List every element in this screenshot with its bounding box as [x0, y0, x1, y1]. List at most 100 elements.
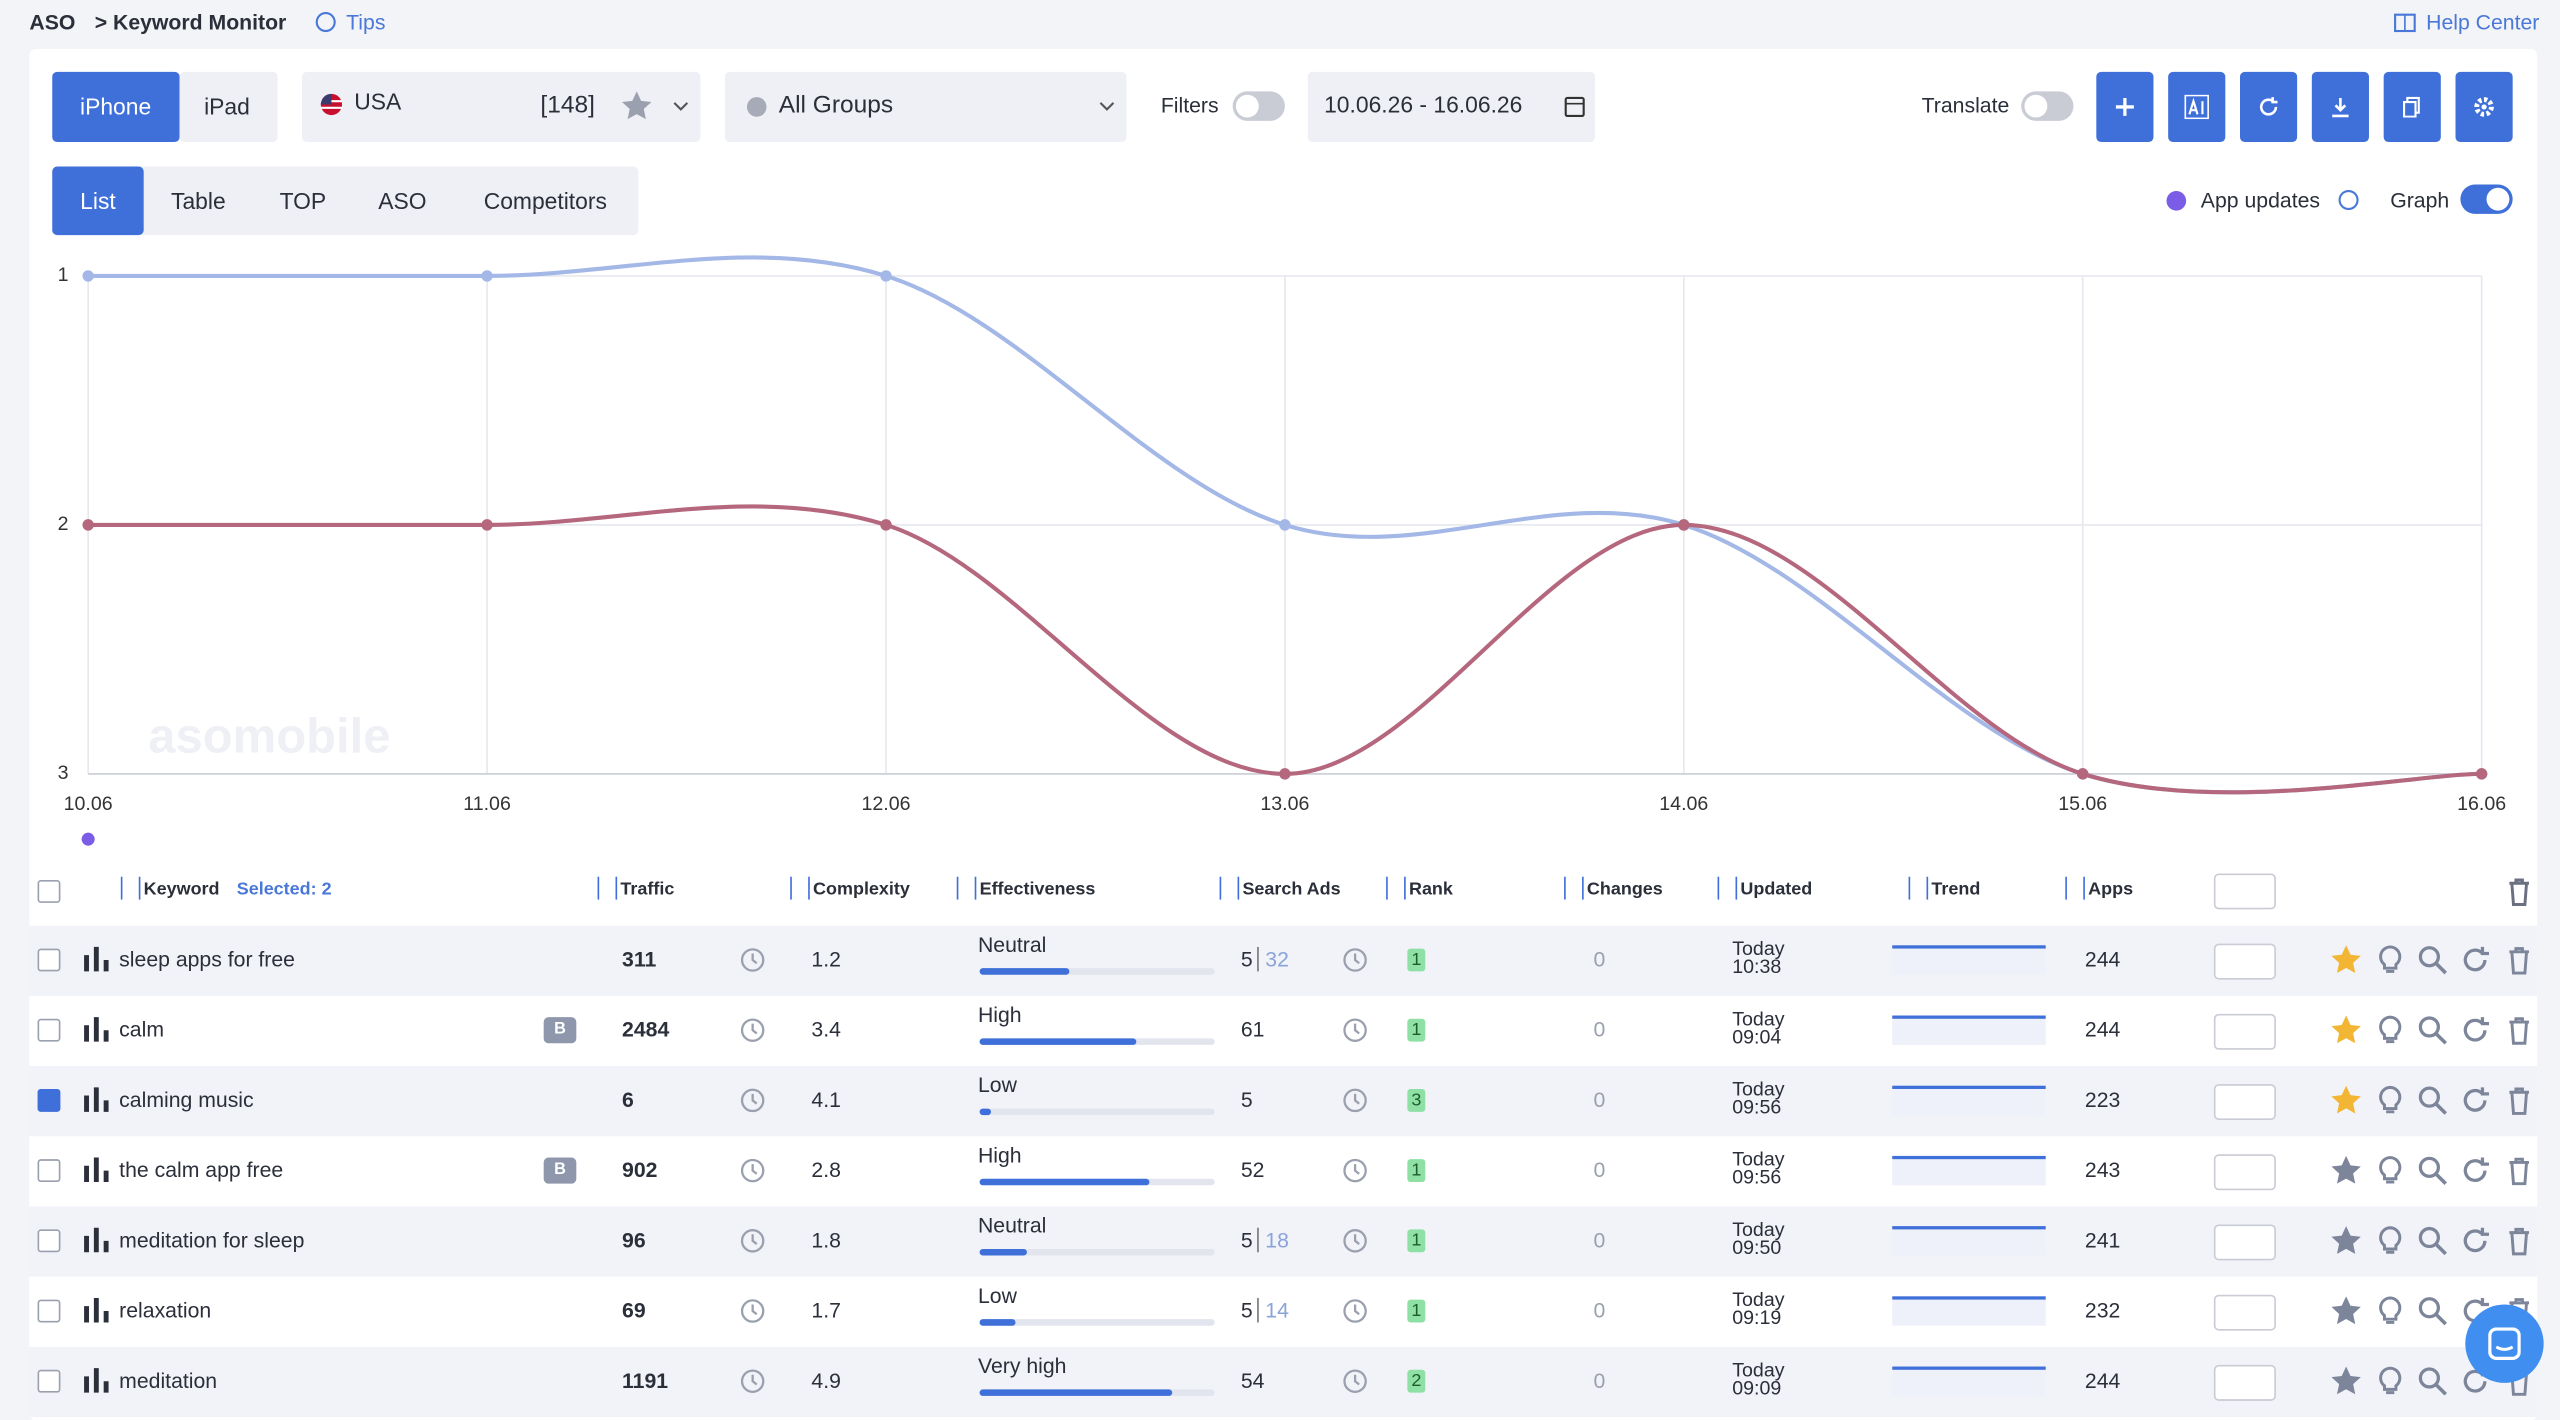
idea-icon[interactable]: [2374, 1014, 2407, 1047]
favorite-star[interactable]: [2330, 1365, 2363, 1398]
history-icon[interactable]: [1339, 1014, 1372, 1047]
column-header[interactable]: Changes: [1586, 879, 1663, 900]
refresh-icon[interactable]: [2459, 1084, 2492, 1117]
keyword-chart-icon[interactable]: [80, 1012, 113, 1045]
tab[interactable]: Table: [144, 167, 253, 236]
tab[interactable]: ASO: [353, 167, 453, 236]
history-icon[interactable]: [736, 1295, 769, 1328]
filters-toggle[interactable]: [1232, 91, 1285, 121]
translate-toggle[interactable]: [2021, 91, 2074, 121]
favorite-star[interactable]: [2330, 1154, 2363, 1187]
row-select[interactable]: [2213, 1013, 2276, 1050]
search-icon[interactable]: [2416, 1154, 2449, 1187]
search-icon[interactable]: [2416, 1084, 2449, 1117]
refresh-icon[interactable]: [2459, 1154, 2492, 1187]
graph-toggle[interactable]: [2460, 184, 2513, 214]
tips-link[interactable]: Tips: [346, 9, 386, 35]
settings-button[interactable]: [2455, 71, 2513, 143]
row-checkbox[interactable]: [37, 1299, 61, 1323]
favorite-star[interactable]: [2330, 1295, 2363, 1328]
delete-icon[interactable]: [2503, 1224, 2536, 1257]
delete-icon[interactable]: [2503, 1154, 2536, 1187]
select-all[interactable]: [37, 879, 61, 903]
refresh-icon[interactable]: [2459, 1014, 2492, 1047]
search-icon[interactable]: [2416, 1224, 2449, 1257]
tab[interactable]: TOP: [253, 167, 353, 236]
delete-icon[interactable]: [2503, 1084, 2536, 1117]
tab[interactable]: List: [52, 166, 144, 236]
copy-button[interactable]: [2383, 71, 2441, 143]
country-select[interactable]: USA [148]: [302, 71, 701, 143]
history-icon[interactable]: [736, 1014, 769, 1047]
favorite-star[interactable]: [2330, 944, 2363, 977]
history-icon[interactable]: [736, 944, 769, 977]
column-header[interactable]: Trend: [1931, 879, 1981, 900]
chat-button[interactable]: [2465, 1304, 2544, 1383]
column-header[interactable]: Complexity: [813, 879, 910, 900]
date-picker[interactable]: 10.06.26 - 16.06.26: [1307, 71, 1596, 143]
search-icon[interactable]: [2416, 1365, 2449, 1398]
history-icon[interactable]: [1339, 1154, 1372, 1187]
idea-icon[interactable]: [2374, 1084, 2407, 1117]
search-icon[interactable]: [2416, 944, 2449, 977]
add-button[interactable]: [2096, 71, 2154, 143]
search-icon[interactable]: [2416, 1295, 2449, 1328]
idea-icon[interactable]: [2374, 1295, 2407, 1328]
row-checkbox[interactable]: [37, 1159, 61, 1183]
column-header[interactable]: Effectiveness: [979, 879, 1096, 900]
history-icon[interactable]: [736, 1365, 769, 1398]
history-icon[interactable]: [736, 1224, 769, 1257]
keyword-chart-icon[interactable]: [80, 942, 113, 975]
history-icon[interactable]: [1339, 1365, 1372, 1398]
column-header[interactable]: Apps: [2088, 879, 2134, 900]
delete-icon[interactable]: [2503, 1014, 2536, 1047]
refresh-icon[interactable]: [2459, 1224, 2492, 1257]
row-checkbox[interactable]: [37, 1229, 61, 1253]
favorite-star[interactable]: [2330, 1014, 2363, 1047]
history-icon[interactable]: [736, 1084, 769, 1117]
history-icon[interactable]: [1339, 1224, 1372, 1257]
keyword-chart-icon[interactable]: [80, 1153, 113, 1186]
row-select[interactable]: [2213, 1294, 2276, 1331]
row-select[interactable]: [2213, 1154, 2276, 1191]
history-icon[interactable]: [1339, 944, 1372, 977]
favorite-star[interactable]: [2330, 1224, 2363, 1257]
history-icon[interactable]: [1339, 1295, 1372, 1328]
delete-icon[interactable]: [2503, 944, 2536, 977]
row-select[interactable]: [2213, 1084, 2276, 1120]
row-select[interactable]: [2213, 1364, 2276, 1401]
tab[interactable]: Competitors: [452, 167, 638, 236]
refresh-icon[interactable]: [2459, 944, 2492, 977]
groups-select[interactable]: All Groups: [724, 71, 1127, 143]
idea-icon[interactable]: [2374, 1365, 2407, 1398]
column-header[interactable]: Selected: 2: [236, 879, 332, 900]
ai-button[interactable]: [2168, 71, 2226, 143]
idea-icon[interactable]: [2374, 1154, 2407, 1187]
column-select[interactable]: [2213, 873, 2276, 910]
device-ipad[interactable]: iPad: [179, 71, 278, 143]
keyword-chart-icon[interactable]: [80, 1363, 113, 1396]
history-icon[interactable]: [736, 1154, 769, 1187]
history-icon[interactable]: [1339, 1084, 1372, 1117]
idea-icon[interactable]: [2374, 944, 2407, 977]
keyword-chart-icon[interactable]: [80, 1082, 113, 1115]
row-checkbox[interactable]: [37, 1088, 61, 1112]
row-checkbox[interactable]: [37, 948, 61, 972]
row-checkbox[interactable]: [37, 1369, 61, 1393]
row-checkbox[interactable]: [37, 1018, 61, 1042]
row-select[interactable]: [2213, 1224, 2276, 1261]
device-iphone[interactable]: iPhone: [52, 71, 180, 143]
search-icon[interactable]: [2416, 1014, 2449, 1047]
column-header[interactable]: Search Ads: [1242, 879, 1341, 900]
column-header[interactable]: Updated: [1740, 879, 1813, 900]
breadcrumb-root[interactable]: ASO: [29, 9, 76, 35]
keyword-chart-icon[interactable]: [80, 1293, 113, 1326]
help-center[interactable]: Help Center: [2426, 9, 2540, 35]
row-select[interactable]: [2213, 943, 2276, 980]
favorite-star[interactable]: [2330, 1084, 2363, 1117]
header-delete[interactable]: [2503, 875, 2536, 908]
column-header[interactable]: Rank: [1408, 879, 1453, 900]
refresh-button[interactable]: [2239, 71, 2298, 143]
download-button[interactable]: [2311, 71, 2369, 143]
idea-icon[interactable]: [2374, 1224, 2407, 1257]
